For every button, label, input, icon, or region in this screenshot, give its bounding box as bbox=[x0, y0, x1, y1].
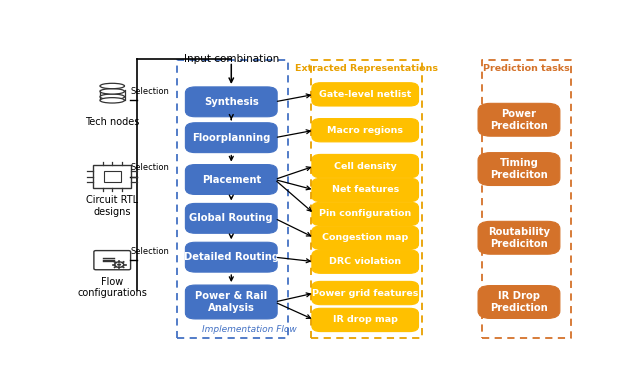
Text: Routability
Prediciton: Routability Prediciton bbox=[488, 227, 550, 249]
Text: Placement: Placement bbox=[202, 175, 261, 185]
Text: Power
Prediciton: Power Prediciton bbox=[490, 109, 548, 130]
Ellipse shape bbox=[100, 83, 125, 89]
Text: Pin configuration: Pin configuration bbox=[319, 210, 412, 218]
Text: Floorplanning: Floorplanning bbox=[192, 133, 271, 143]
FancyBboxPatch shape bbox=[312, 250, 419, 273]
FancyBboxPatch shape bbox=[186, 242, 277, 272]
FancyBboxPatch shape bbox=[312, 226, 419, 249]
Text: Power & Rail
Analysis: Power & Rail Analysis bbox=[195, 291, 268, 313]
Text: Cell density: Cell density bbox=[334, 161, 397, 171]
FancyBboxPatch shape bbox=[312, 202, 419, 225]
FancyBboxPatch shape bbox=[312, 83, 419, 106]
Text: Macro regions: Macro regions bbox=[327, 126, 403, 135]
Circle shape bbox=[115, 262, 124, 267]
Text: Global Routing: Global Routing bbox=[189, 213, 273, 223]
Bar bbox=[100, 90, 125, 95]
Text: Flow
configurations: Flow configurations bbox=[77, 277, 147, 298]
Text: DRC violation: DRC violation bbox=[329, 257, 401, 266]
Ellipse shape bbox=[100, 98, 125, 103]
Bar bbox=[100, 84, 125, 90]
Circle shape bbox=[117, 263, 121, 266]
FancyBboxPatch shape bbox=[478, 103, 560, 136]
FancyBboxPatch shape bbox=[312, 308, 419, 332]
FancyBboxPatch shape bbox=[478, 221, 560, 254]
Bar bbox=[93, 165, 131, 188]
Text: Detailed Routing: Detailed Routing bbox=[184, 252, 279, 262]
Bar bbox=[100, 95, 125, 100]
Text: Circuit RTL
designs: Circuit RTL designs bbox=[86, 195, 138, 217]
Text: Selection: Selection bbox=[131, 247, 170, 256]
Ellipse shape bbox=[100, 89, 125, 94]
FancyBboxPatch shape bbox=[478, 286, 560, 319]
Text: Input combination: Input combination bbox=[184, 54, 279, 64]
FancyBboxPatch shape bbox=[186, 285, 277, 319]
FancyBboxPatch shape bbox=[186, 123, 277, 152]
FancyBboxPatch shape bbox=[186, 165, 277, 194]
Text: Net features: Net features bbox=[332, 185, 399, 194]
FancyBboxPatch shape bbox=[94, 251, 131, 270]
Text: Timing
Prediciton: Timing Prediciton bbox=[490, 158, 548, 180]
FancyBboxPatch shape bbox=[312, 119, 419, 142]
Text: IR Drop
Prediction: IR Drop Prediction bbox=[490, 291, 548, 313]
Text: Gate-level netlist: Gate-level netlist bbox=[319, 90, 412, 99]
FancyBboxPatch shape bbox=[186, 203, 277, 233]
Text: IR drop map: IR drop map bbox=[333, 315, 397, 324]
Text: Extracted Representations: Extracted Representations bbox=[295, 64, 438, 73]
Text: Power grid features: Power grid features bbox=[312, 289, 419, 298]
FancyBboxPatch shape bbox=[312, 281, 419, 305]
FancyBboxPatch shape bbox=[312, 154, 419, 178]
Text: Congestion map: Congestion map bbox=[322, 233, 408, 242]
Text: Selection: Selection bbox=[131, 87, 170, 96]
Text: Prediction tasks: Prediction tasks bbox=[483, 64, 570, 73]
Bar bbox=[104, 171, 121, 182]
Text: Tech nodes: Tech nodes bbox=[85, 117, 140, 127]
Text: Synthesis: Synthesis bbox=[204, 97, 259, 107]
Text: Implementation Flow: Implementation Flow bbox=[202, 325, 296, 334]
Ellipse shape bbox=[100, 94, 125, 99]
FancyBboxPatch shape bbox=[186, 87, 277, 117]
FancyBboxPatch shape bbox=[478, 152, 560, 185]
FancyBboxPatch shape bbox=[312, 178, 419, 202]
Text: Selection: Selection bbox=[131, 163, 170, 172]
